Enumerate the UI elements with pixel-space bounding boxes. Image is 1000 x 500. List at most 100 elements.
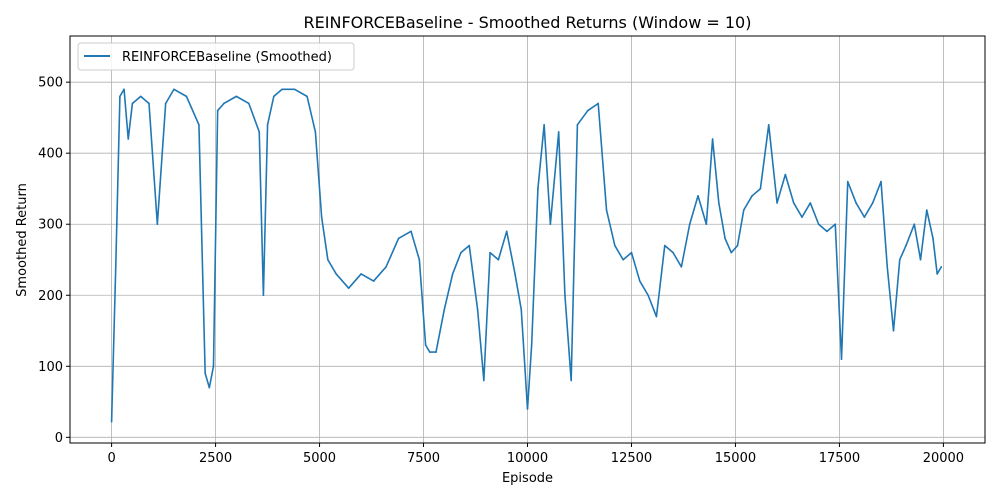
data-point	[460, 251, 462, 254]
data-point	[940, 266, 943, 268]
data-point	[905, 244, 907, 247]
data-point	[185, 95, 188, 98]
data-point	[335, 273, 337, 275]
data-point	[871, 202, 874, 204]
data-point	[863, 216, 866, 218]
data-point	[119, 95, 121, 98]
data-point	[468, 244, 471, 247]
data-point	[520, 308, 523, 311]
data-point	[248, 102, 250, 105]
data-point	[898, 258, 901, 261]
data-point	[846, 180, 849, 183]
data-point	[688, 223, 691, 226]
data-point	[123, 88, 125, 91]
data-point	[514, 273, 516, 275]
data-point	[880, 180, 882, 183]
y-tick-label: 200	[38, 289, 63, 304]
data-point	[526, 408, 529, 410]
data-point	[208, 386, 211, 389]
data-point	[711, 138, 714, 140]
data-point	[784, 173, 787, 176]
data-point	[258, 131, 261, 133]
x-tick-label: 15000	[715, 451, 756, 466]
data-point	[776, 202, 778, 204]
data-point	[418, 258, 421, 261]
data-point	[497, 258, 500, 261]
y-axis-label: Smoothed Return	[15, 183, 30, 297]
data-point	[131, 102, 134, 105]
data-point	[204, 372, 206, 375]
data-point	[549, 223, 552, 226]
data-point	[767, 123, 770, 126]
data-point	[114, 266, 117, 268]
series-line-reinforcebaseline	[110, 88, 943, 422]
data-point	[655, 315, 658, 318]
data-point	[476, 308, 479, 311]
data-point	[262, 294, 265, 297]
data-point	[293, 88, 296, 91]
data-point	[424, 344, 427, 346]
x-tick-label: 0	[107, 451, 115, 466]
data-point	[718, 202, 720, 204]
data-point	[139, 95, 142, 98]
data-point	[705, 223, 708, 226]
data-point	[266, 123, 269, 126]
data-point	[892, 329, 895, 332]
x-tick-label: 5000	[303, 451, 336, 466]
data-point	[557, 131, 560, 133]
data-point	[543, 123, 545, 126]
data-point	[173, 88, 175, 91]
data-point	[212, 365, 215, 368]
y-tick-label: 100	[38, 360, 63, 375]
data-point	[385, 266, 387, 268]
data-point	[235, 95, 238, 98]
data-point	[360, 273, 362, 275]
data-point	[751, 195, 753, 197]
legend-label: REINFORCEBaseline (Smoothed)	[122, 50, 332, 65]
data-point	[742, 209, 745, 211]
x-tick-label: 20000	[923, 451, 964, 466]
data-point	[730, 251, 733, 254]
x-tick-label: 2500	[199, 451, 232, 466]
x-tick-label: 12500	[611, 451, 652, 466]
data-point	[372, 280, 375, 282]
data-point	[672, 251, 674, 254]
data-point	[663, 244, 666, 247]
data-point	[630, 251, 633, 254]
series-layer	[110, 88, 943, 423]
data-point	[622, 258, 624, 261]
y-axis: 0 100 200 300 400 500	[38, 76, 70, 446]
data-point	[925, 209, 928, 211]
x-tick-label: 10000	[507, 451, 548, 466]
data-point	[736, 244, 739, 247]
data-point	[127, 138, 130, 140]
data-point	[792, 202, 795, 204]
data-point	[397, 237, 400, 240]
data-point	[314, 131, 317, 133]
data-point	[605, 209, 608, 211]
data-point	[614, 244, 616, 247]
data-point	[410, 230, 412, 233]
data-point	[587, 109, 589, 112]
y-tick-label: 400	[38, 147, 63, 162]
x-axis-label: Episode	[502, 471, 553, 486]
data-point	[834, 223, 837, 226]
data-point	[110, 420, 113, 423]
chart-title: REINFORCEBaseline - Smoothed Returns (Wi…	[304, 13, 752, 32]
data-point	[164, 102, 167, 105]
data-point	[724, 237, 726, 240]
data-point	[826, 230, 828, 233]
data-point	[435, 351, 437, 353]
data-point	[537, 187, 539, 190]
data-point	[801, 216, 803, 218]
data-point	[913, 223, 916, 226]
data-point	[483, 379, 485, 382]
data-point	[936, 273, 938, 275]
data-point	[505, 230, 508, 233]
data-point	[680, 266, 683, 268]
data-point	[638, 280, 641, 282]
data-point	[840, 358, 843, 360]
x-tick-label: 7500	[407, 451, 440, 466]
